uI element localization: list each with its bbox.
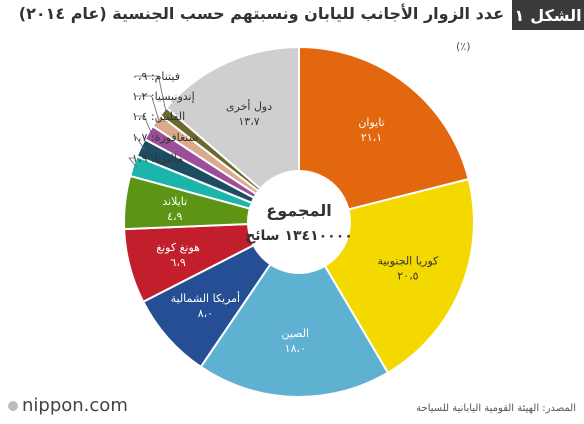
nippon-logo: nippon.com [8, 395, 128, 416]
figure-badge: الشكل ١ [512, 0, 584, 30]
slice-name-label: كوريا الجنوبية [377, 254, 439, 267]
callout-label: سنغافورة: ١،٧ [132, 131, 198, 144]
slice-value-label: ٦،٩ [170, 256, 185, 269]
donut-hole [247, 170, 351, 274]
figure-label: الشكل [530, 5, 582, 25]
slice-value-label: ٤،٩ [167, 210, 182, 223]
pie-labels: تايوان ٢١،١ كوريا الجنوبية ٢٠،٥ الصين ١٨،٠ أمر… [128, 70, 439, 355]
callout-label: إندونيسيا: ١،٢ [132, 90, 195, 103]
slice-name-label: دول أخرى [226, 99, 272, 113]
callout-line [135, 75, 167, 115]
callout-label: فيتنام: ٠،٩ [132, 70, 180, 83]
callout-line [135, 136, 145, 150]
slice-name-label: أمريكا الشمالية [171, 291, 241, 305]
slice-value-label: ١٣،٧ [238, 115, 259, 128]
callout-label: الفلبين: ١،٤ [132, 110, 185, 123]
header: الشكل ١ عدد الزوار الأجانب لليابان ونسبت… [0, 0, 584, 34]
slice-name-label: تايلاند [162, 195, 187, 208]
total-value: ١٣٤١٠٠٠٠ سائح [245, 228, 353, 244]
unit-label: (٪) [456, 40, 471, 53]
figure-number: ١ [514, 5, 525, 25]
source-note: المصدر: الهيئة القومية اليابانية للسياحة [416, 403, 576, 414]
slice-value-label: ٢٠،٥ [397, 269, 418, 282]
callout-line [135, 115, 153, 135]
logo-dot-icon [8, 400, 18, 411]
callout-label: ماليزيا: ١،٩ [132, 152, 183, 165]
logo-text: nippon.com [22, 395, 128, 416]
callout-line [135, 95, 160, 124]
pie-slice [165, 45, 300, 225]
slice-name-label: تايوان [358, 116, 384, 129]
chart-title: عدد الزوار الأجانب لليابان ونسبتهم حسب ا… [18, 4, 504, 23]
total-label: المجموع [266, 201, 331, 220]
slice-value-label: ٢١،١ [361, 131, 382, 144]
pie-slice [298, 45, 470, 224]
slice-name-label: هونغ كونغ [156, 241, 200, 254]
callout-line [128, 157, 138, 168]
slice-name-label: الصين [281, 327, 309, 340]
slice-value-label: ١٨،٠ [285, 342, 306, 355]
pie-slice [199, 220, 390, 398]
slice-value-label: ٨،٠ [198, 307, 213, 320]
